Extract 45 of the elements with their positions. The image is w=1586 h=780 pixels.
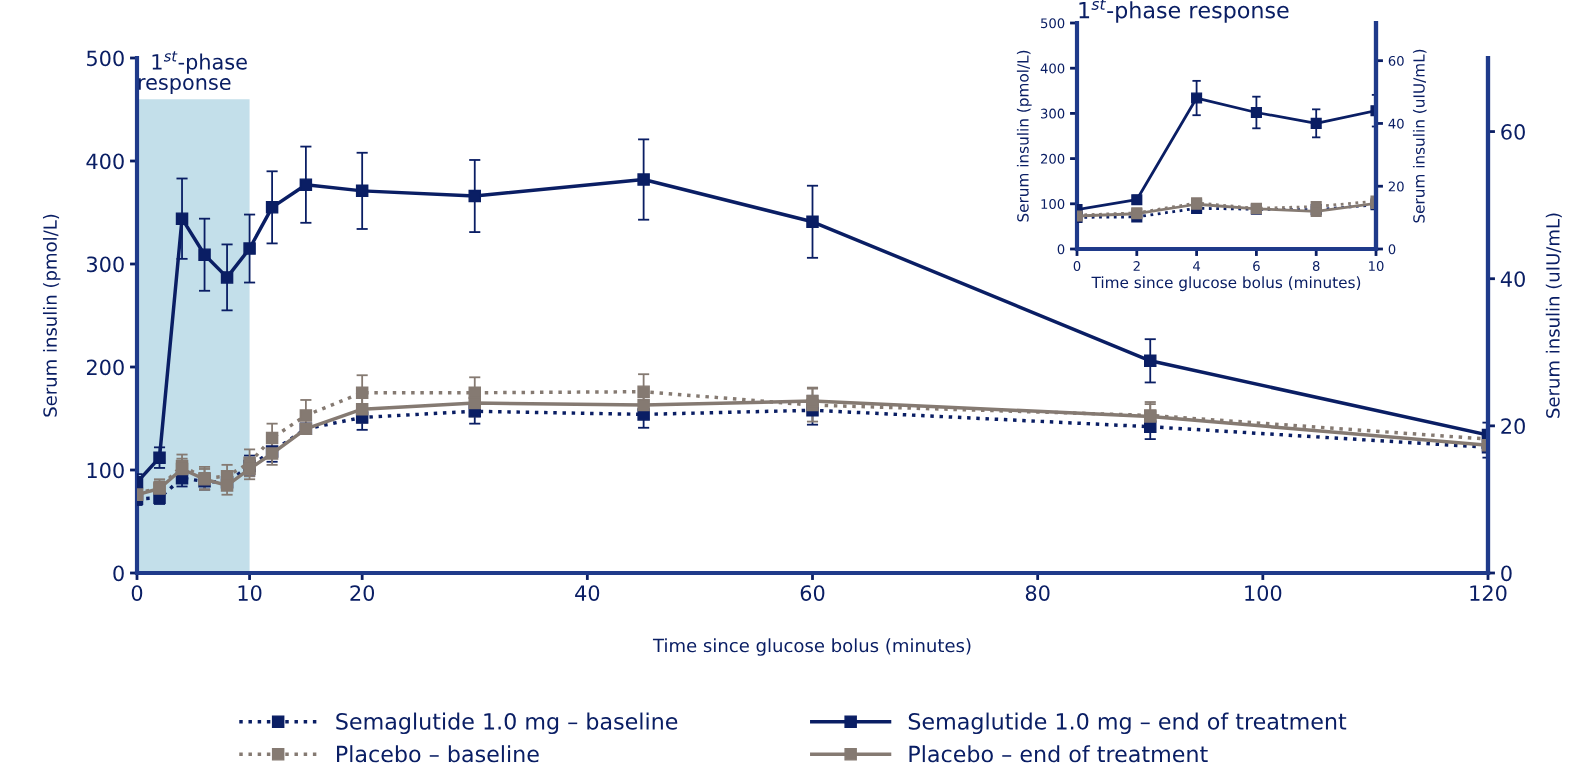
legend-label: Semaglutide 1.0 mg – baseline [336,712,678,735]
y2-tick-label: 0 [1501,565,1512,582]
band-label: 1$^{st}$-phase response [138,51,247,95]
x-tick-label: 0 [1073,261,1081,272]
x-tick-label: 0 [131,585,143,601]
x-axis-title: Time since glucose bolus (minutes) [1091,276,1361,292]
x-tick-label: 80 [1025,585,1050,601]
x-tick-label: 60 [800,585,825,601]
y-tick-label: 500 [1041,18,1065,29]
x-tick-label: 8 [1312,261,1320,272]
y-axis-title: Serum insulin (pmol/L) [42,214,61,417]
y2-tick-label: 20 [1388,181,1404,192]
x-tick-label: 40 [575,585,600,601]
x-tick-label: 10 [1369,261,1384,272]
y-tick-label: 200 [1040,153,1065,164]
y2-tick-label: 60 [1388,55,1404,66]
y-tick-label: 0 [1057,244,1065,255]
y-tick-label: 300 [1041,108,1065,119]
x-tick-label: 6 [1253,261,1260,272]
x-tick-label: 2 [1133,261,1140,271]
x-tick-label: 20 [350,585,375,601]
legend-label: Placebo – baseline [337,745,539,763]
y-tick-label: 200 [86,359,124,376]
y2-tick-label: 60 [1501,124,1525,140]
y2-tick-label: 20 [1501,418,1525,435]
y2-tick-label: 40 [1388,118,1404,129]
y-tick-label: 0 [113,565,124,582]
y-tick-label: 400 [1040,63,1065,74]
y2-axis-title: Serum insulin (uIU/mL) [1545,213,1562,418]
y-axis-title: Serum insulin (pmol/L) [1016,50,1032,222]
x-axis-title: Time since glucose bolus (minutes) [652,638,971,656]
y-tick-label: 100 [1041,199,1065,209]
y-tick-label: 400 [86,153,124,170]
y-tick-label: 500 [87,50,124,67]
y2-tick-label: 40 [1500,271,1525,287]
y-tick-label: 100 [87,462,124,479]
legend-label: Placebo – end of treatment [909,745,1208,763]
y2-axis-title: Serum insulin (uIU/mL) [1412,49,1427,223]
x-tick-label: 100 [1245,585,1282,601]
legend-label: Semaglutide 1.0 mg – end of treatment [908,712,1347,735]
x-tick-label: 4 [1193,261,1201,271]
y2-tick-label: 0 [1388,244,1396,255]
y-tick-label: 300 [87,256,124,273]
x-tick-label: 120 [1470,585,1507,601]
x-tick-label: 10 [238,585,262,601]
